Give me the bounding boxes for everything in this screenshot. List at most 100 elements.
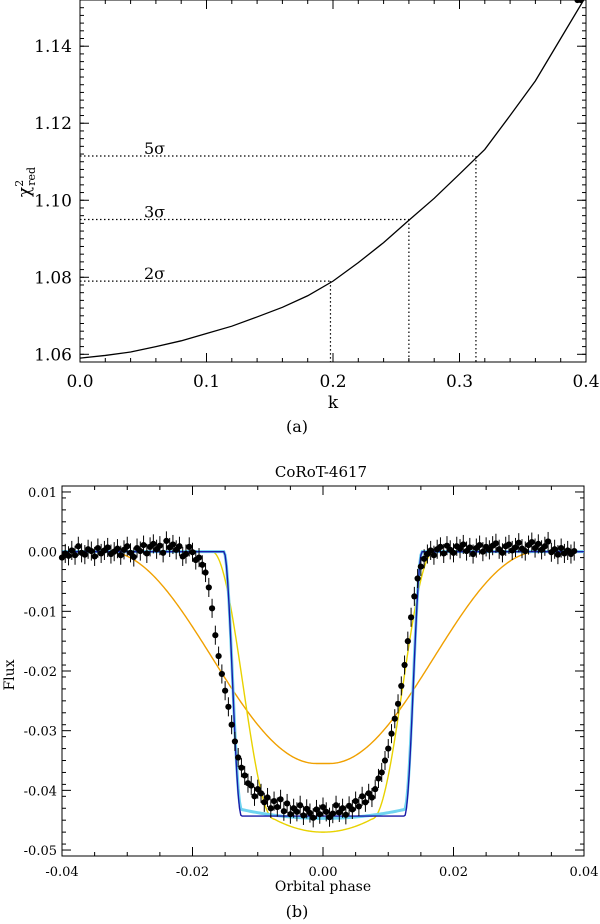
data-point [512,544,519,551]
data-point [71,552,79,559]
data-point [381,757,389,764]
data-point [515,539,522,546]
data-point [359,793,366,800]
transit-model-curve [62,550,584,833]
data-point [163,537,170,545]
data-point [577,0,584,4]
panel-b-x-tick-label: 0.02 [439,865,468,880]
data-point [274,803,281,811]
panel-a-x-tick-label: 0.1 [193,372,220,392]
data-point [545,538,552,545]
data-point [251,793,258,800]
transit-model-curve [62,550,584,820]
data-point [91,553,98,560]
data-point [300,812,307,819]
sigma-level-label: 5σ [144,139,165,158]
panel-a-x-tick-label: 0.0 [66,372,93,392]
data-point [140,541,147,549]
panel-b-y-tick-label: -0.03 [24,725,57,740]
data-point [398,682,405,690]
data-point [182,550,190,558]
data-point [160,549,167,556]
panel-b-x-tick-label: -0.04 [45,865,78,880]
data-point [137,547,144,555]
data-point [486,546,493,553]
data-point [531,544,539,552]
panel-b-x-tick-label: -0.02 [176,865,209,880]
data-point [411,593,418,600]
data-point [332,802,340,809]
panel-b-x-axis-title: Orbital phase [275,879,371,895]
data-point [270,797,278,805]
panel-a-x-tick-label: 0.4 [572,372,599,392]
data-point [68,547,75,554]
data-point [81,551,88,558]
panel-a-chi2-vs-k: 2σ 3σ 5σ 0.0 0.1 0.2 0.3 0.4 1.06 1.08 1.10 1.12 1.… [13,0,600,436]
panel-b-x-tick-label: 0.00 [309,865,338,880]
data-point [189,549,196,556]
data-point [303,805,310,812]
data-point [336,809,343,816]
data-point [287,811,294,818]
data-point [339,805,346,812]
data-point [235,754,242,761]
data-point [440,550,447,557]
data-point [267,805,274,812]
sigma-level-label: 2σ [144,264,165,283]
data-point [571,547,578,555]
data-point [310,814,317,821]
data-point [362,799,369,806]
data-point [522,547,529,555]
data-point [257,790,265,797]
data-point [421,555,428,562]
data-point [297,802,304,809]
data-point [104,544,111,551]
data-point [385,745,392,752]
data-point [284,800,291,807]
data-point [352,797,359,805]
transit-model-curve [62,550,584,817]
data-point [228,721,235,728]
data-point [313,806,320,813]
data-point [212,632,219,639]
chi2-curve [79,0,585,359]
data-point [417,563,424,570]
data-point [407,614,415,621]
panel-b-y-tick-label: -0.04 [24,784,57,799]
data-point [430,552,438,559]
data-point [205,584,212,591]
data-point [528,538,535,546]
data-point [460,541,467,548]
data-point [443,542,451,549]
data-point [404,638,411,645]
data-point [368,794,376,801]
data-point [94,544,101,552]
data-point [127,549,134,556]
data-point [186,543,193,550]
panel-a-y-tick-label: 1.14 [34,37,72,57]
data-point [195,554,203,561]
data-point [388,730,395,737]
data-point [218,670,225,678]
data-point [280,808,287,815]
data-point [499,549,506,556]
panel-b-y-tick-label: 0.00 [28,546,57,561]
panel-a-y-tick-label: 1.12 [34,114,72,134]
data-point [329,810,336,817]
data-point [176,543,183,550]
panel-a-y-axis-title: χ2red [13,167,38,197]
data-point [231,738,239,745]
panel-b-y-tick-label: -0.05 [24,844,57,859]
data-point [342,811,349,818]
data-point [349,806,356,813]
panel-a-y-tick-label: 1.06 [34,345,72,365]
data-point [535,540,542,547]
data-point [554,551,562,558]
data-point [306,809,314,817]
data-point [293,808,300,815]
data-point [277,796,284,803]
panel-a-x-tick-label: 0.3 [446,372,473,392]
panel-b-title: CoRoT-4617 [275,463,367,481]
